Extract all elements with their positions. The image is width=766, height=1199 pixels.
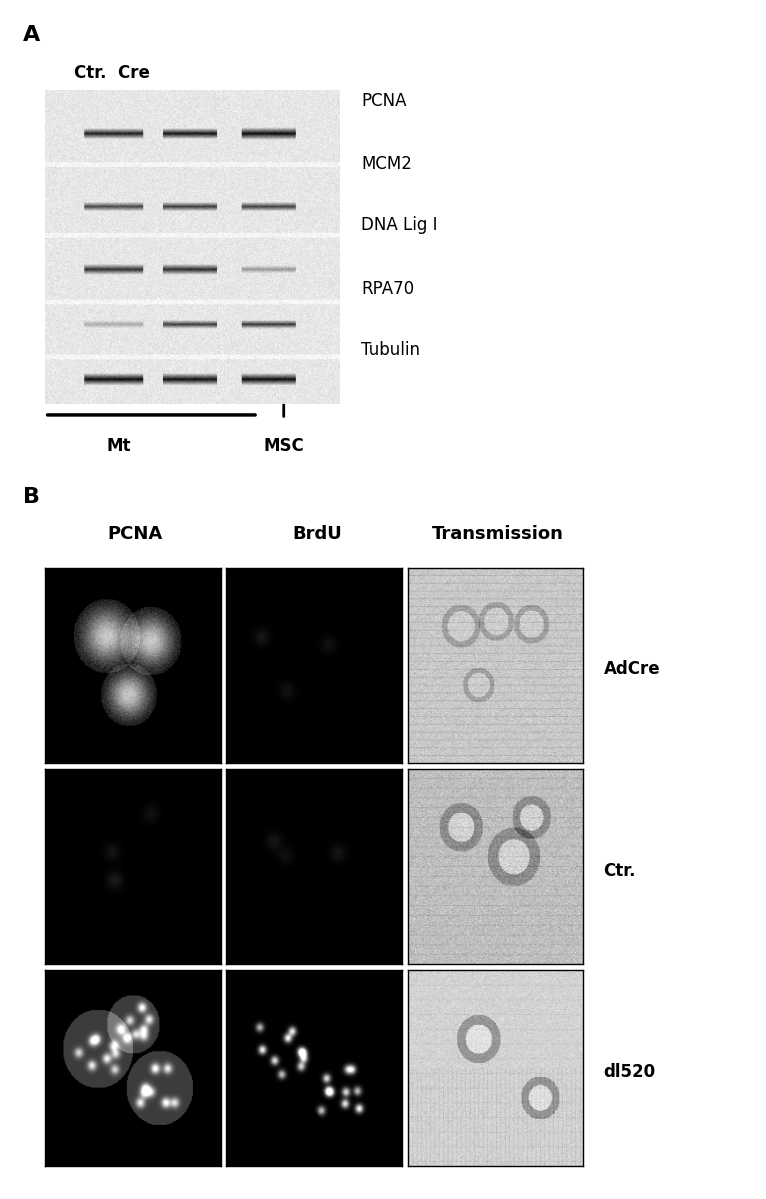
Text: MSC: MSC [264,436,304,454]
Text: AdCre: AdCre [604,661,660,679]
Text: DNA Lig I: DNA Lig I [361,217,437,235]
Text: MCM2: MCM2 [361,156,412,174]
Text: BrdU: BrdU [292,525,342,543]
Text: Tubulin: Tubulin [361,341,420,359]
Text: PCNA: PCNA [108,525,163,543]
Text: Transmission: Transmission [432,525,564,543]
Text: RPA70: RPA70 [361,279,414,297]
Text: Ctr.  Cre: Ctr. Cre [74,65,150,83]
Text: B: B [23,487,40,507]
Text: PCNA: PCNA [361,92,407,110]
Text: A: A [23,25,40,46]
Text: dl520: dl520 [604,1064,656,1081]
Text: Mt: Mt [106,436,130,454]
Text: Ctr.: Ctr. [604,862,636,880]
